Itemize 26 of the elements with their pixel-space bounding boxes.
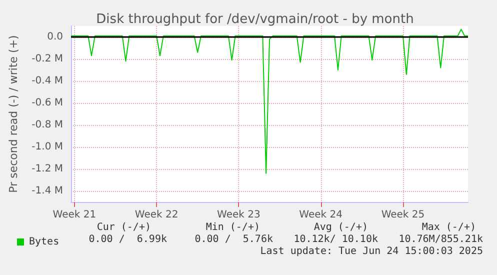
text: 10.76M/855.21k (398, 234, 483, 246)
text: 0.00 / 6.99k (88, 234, 167, 246)
text: Cur (-/+) (96, 222, 151, 234)
text: Max (-/+) (422, 222, 476, 234)
x-tick-label: Week 22 (134, 210, 178, 220)
y-tick-label: 0.0 (47, 32, 63, 42)
y-axis-title: Pr second read (-) / write (+) (7, 35, 20, 193)
legend-label: Bytes (29, 236, 60, 248)
x-tick-label: Week 25 (381, 210, 425, 220)
text: Last update: Tue Jun 24 15:00:03 2025 (260, 246, 483, 258)
y-tick-label: -1.0 M (32, 142, 63, 152)
y-tick-label: -0.8 M (32, 120, 63, 130)
x-tick-label: Week 23 (217, 210, 260, 220)
y-tick-label: -1.4 M (32, 186, 63, 196)
y-tick-label: -1.2 M (32, 164, 63, 174)
chart-title: Disk throughput for /dev/vgmain/root - by month (96, 12, 414, 27)
text: Avg (-/+) (314, 222, 368, 234)
text: 10.12k/ 10.10k (294, 234, 378, 246)
y-tick-label: -0.4 M (32, 76, 63, 86)
text: 0.00 / 5.76k (194, 234, 273, 246)
text: Min (-/+) (206, 222, 260, 234)
line-series (70, 28, 468, 174)
x-tick-label: Week 24 (299, 210, 342, 220)
y-tick-label: -0.6 M (32, 98, 63, 108)
x-tick-label: Week 21 (52, 210, 96, 220)
y-tick-label: -0.2 M (32, 54, 63, 64)
